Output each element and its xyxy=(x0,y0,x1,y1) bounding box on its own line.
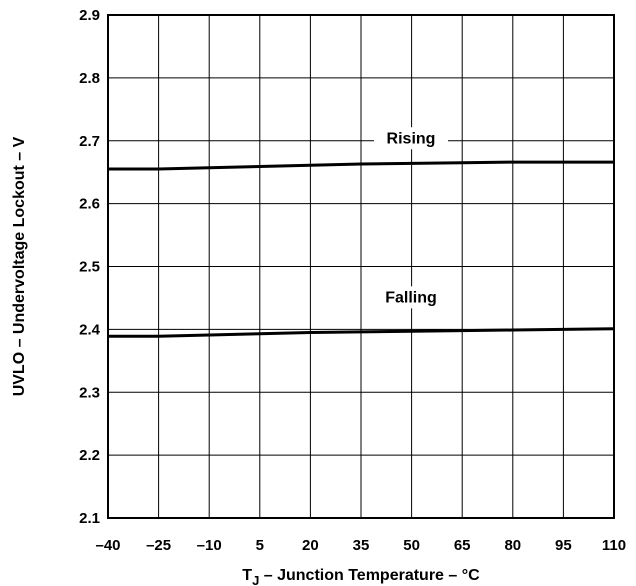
series-label-bg xyxy=(374,127,448,150)
x-axis-title-sub: J xyxy=(252,573,259,586)
y-tick-label: 2.9 xyxy=(79,7,100,24)
y-tick-label: 2.6 xyxy=(79,196,100,213)
x-tick-label: 65 xyxy=(454,537,471,554)
x-tick-label: –10 xyxy=(197,537,222,554)
y-tick-labels: 2.1 2.2 2.3 2.4 2.5 2.6 2.7 2.8 2.9 xyxy=(79,7,101,527)
grid-lines xyxy=(107,14,615,519)
x-tick-label: –40 xyxy=(95,537,120,554)
series-lines xyxy=(108,160,615,338)
y-tick-label: 2.1 xyxy=(79,510,100,527)
y-tick-label: 2.4 xyxy=(79,321,101,338)
x-tick-label: 95 xyxy=(555,537,572,554)
y-tick-label: 2.8 xyxy=(79,70,100,87)
y-tick-label: 2.7 xyxy=(79,133,100,150)
series-labels: Rising Falling xyxy=(369,127,453,309)
x-tick-label: 20 xyxy=(302,537,319,554)
series-label-falling: Falling xyxy=(385,289,437,306)
plot-frame xyxy=(107,14,615,519)
x-axis-title-rest: – Junction Temperature – °C xyxy=(259,567,480,584)
series-line-falling xyxy=(108,327,615,338)
x-axis-title: TJ – Junction Temperature – °C xyxy=(242,567,480,586)
x-axis-title-main: T xyxy=(242,567,252,584)
series-line-rising xyxy=(108,160,614,171)
y-tick-label: 2.5 xyxy=(79,259,100,276)
y-axis-title: UVLO – Undervoltage Lockout – V xyxy=(11,136,28,396)
y-tick-label: 2.3 xyxy=(79,384,100,401)
x-tick-label: 110 xyxy=(602,537,626,554)
x-tick-label: 5 xyxy=(256,537,264,554)
x-tick-label: –25 xyxy=(146,537,171,554)
x-tick-label: 35 xyxy=(353,537,370,554)
x-tick-labels: –40 –25 –10 5 20 35 50 65 80 95 110 xyxy=(95,537,626,554)
x-tick-label: 50 xyxy=(403,537,420,554)
y-tick-label: 2.2 xyxy=(79,447,100,464)
series-label-bg xyxy=(369,286,453,309)
series-label-rising: Rising xyxy=(387,130,436,147)
x-tick-label: 80 xyxy=(504,537,521,554)
